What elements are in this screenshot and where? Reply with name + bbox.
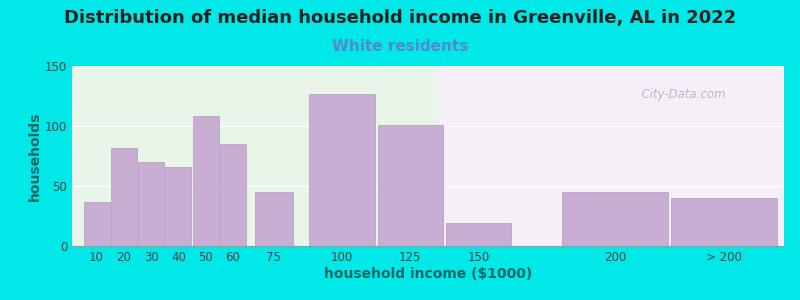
Text: City-Data.com: City-Data.com — [634, 88, 726, 100]
Bar — [310, 94, 375, 246]
Bar — [166, 167, 191, 246]
Text: Distribution of median household income in Greenville, AL in 2022: Distribution of median household income … — [64, 9, 736, 27]
Bar — [670, 198, 777, 246]
Bar — [111, 148, 137, 246]
Bar — [193, 116, 218, 246]
Bar — [254, 192, 293, 246]
Bar — [138, 162, 164, 246]
Text: White residents: White residents — [332, 39, 468, 54]
Bar — [562, 192, 668, 246]
X-axis label: household income ($1000): household income ($1000) — [324, 267, 532, 280]
Bar — [378, 125, 443, 246]
Bar — [446, 223, 511, 246]
Bar — [83, 202, 110, 246]
Y-axis label: households: households — [28, 111, 42, 201]
Bar — [220, 144, 246, 246]
